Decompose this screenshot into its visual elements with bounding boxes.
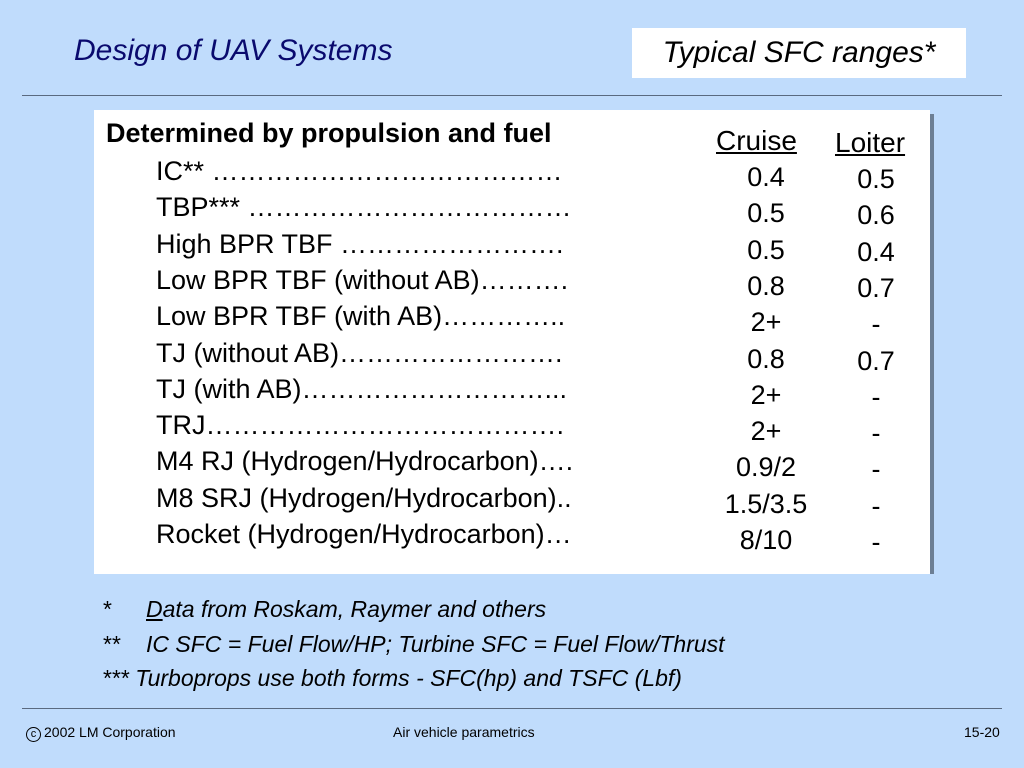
copyright-icon: c [26,727,41,742]
topic-label: Typical SFC ranges* [662,36,936,69]
row-label: TJ (without AB)……………………. [156,338,563,368]
footnote-marker: ** [102,631,120,657]
row-label: TJ (with AB)………………………... [156,374,568,404]
sfc-table-panel [94,110,930,574]
slide-title: Design of UAV Systems [74,34,393,67]
row-label: M4 RJ (Hydrogen/Hydrocarbon)…. [156,446,574,476]
footer-rule [22,708,1002,709]
footnote-2: ** IC SFC = Fuel Flow/HP; Turbine SFC = F… [102,631,725,658]
footer-center: Air vehicle parametrics [393,724,535,740]
footnote-1: * Data from Roskam, Raymer and others [102,596,546,623]
cruise-sfc-value: 0.8 [747,271,785,301]
cruise-sfc-value: 1.5/3.5 [724,489,808,519]
cruise-sfc-value: 0.5 [747,235,785,265]
cruise-sfc-value: 0.4 [747,162,785,192]
cruise-sfc-value: 8/10 [739,525,793,555]
cruise-sfc-value: 2+ [750,416,782,446]
loiter-sfc-value: - [871,491,881,521]
cruise-sfc-value: 0.5 [747,198,785,228]
topic-box: Typical SFC ranges* [632,28,966,78]
footnote-text: ata from Roskam, Raymer and others [162,596,547,622]
loiter-sfc-value: - [871,418,881,448]
column-header-cruise: Cruise [716,125,797,156]
table-heading: Determined by propulsion and fuel [106,118,552,148]
row-label: M8 SRJ (Hydrogen/Hydrocarbon).. [156,483,572,513]
row-label: Low BPR TBF (without AB)………. [156,265,569,295]
loiter-sfc-value: 0.4 [857,237,895,267]
loiter-sfc-value: - [871,382,881,412]
row-label: High BPR TBF ……………………. [156,229,564,259]
row-label: Rocket (Hydrogen/Hydrocarbon)… [156,519,572,549]
loiter-sfc-value: - [871,527,881,557]
footnote-marker: *** [102,665,129,691]
footnote-text: Turboprops use both forms - SFC(hp) and … [135,665,682,691]
row-label: TBP*** ……………………………… [156,192,572,222]
footnote-3: *** Turboprops use both forms - SFC(hp) … [102,665,682,692]
copyright-text: 2002 LM Corporation [44,724,176,740]
cruise-sfc-value: 2+ [750,380,782,410]
footer-page-number: 15-20 [964,724,1000,740]
row-label: IC** ………………………………… [156,156,563,186]
row-label: TRJ…………………………………. [156,410,564,440]
column-header-loiter: Loiter [835,127,906,158]
loiter-sfc-value: 0.7 [857,273,895,303]
footnote-text: IC SFC = Fuel Flow/HP; Turbine SFC = Fue… [146,631,725,657]
header-rule [22,95,1002,96]
loiter-sfc-value: - [871,309,881,339]
loiter-sfc-value: 0.7 [857,346,895,376]
cruise-sfc-value: 2+ [750,307,782,337]
row-label: Low BPR TBF (with AB)………….. [156,301,566,331]
loiter-sfc-value: 0.6 [857,200,895,230]
loiter-sfc-value: - [871,454,881,484]
footer-copyright: c 2002 LM Corporation [26,724,176,742]
cruise-sfc-value: 0.8 [747,344,785,374]
footnote-marker: * [102,596,111,622]
cruise-sfc-value: 0.9/2 [735,452,797,482]
footnote-first-letter: D [146,596,163,622]
loiter-sfc-value: 0.5 [857,164,895,194]
